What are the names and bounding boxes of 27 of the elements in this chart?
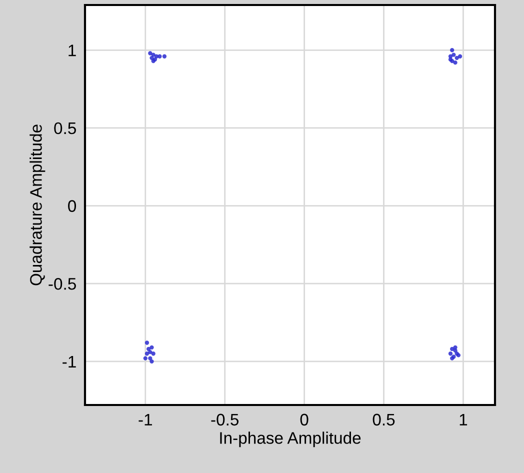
point bbox=[448, 352, 453, 356]
point bbox=[148, 51, 152, 56]
point bbox=[151, 352, 156, 356]
y-axis-title: Quadrature Amplitude bbox=[30, 124, 46, 286]
point bbox=[144, 352, 150, 356]
x-tick-label: 0.5 bbox=[372, 414, 395, 426]
y-tick-label: -1 bbox=[62, 356, 76, 368]
point bbox=[150, 359, 154, 364]
x-tick-label: -0.5 bbox=[211, 414, 239, 426]
point bbox=[150, 345, 154, 350]
point bbox=[453, 60, 458, 65]
y-tick-label: -0.5 bbox=[48, 278, 76, 290]
point bbox=[144, 340, 150, 345]
x-axis-title: In-phase Amplitude bbox=[220, 432, 361, 448]
y-tick-label: 1 bbox=[68, 44, 76, 56]
x-tick-label: 0 bbox=[300, 414, 308, 426]
point bbox=[458, 54, 462, 58]
point bbox=[162, 54, 167, 58]
point bbox=[143, 356, 148, 360]
point bbox=[453, 345, 458, 350]
x-tick-label: 1 bbox=[460, 414, 468, 426]
point bbox=[450, 48, 454, 52]
x-tick-label: -1 bbox=[138, 414, 152, 426]
y-tick-label: 0.5 bbox=[54, 122, 76, 134]
point bbox=[452, 52, 456, 57]
y-tick-label: 0 bbox=[68, 200, 76, 212]
point bbox=[158, 54, 162, 58]
